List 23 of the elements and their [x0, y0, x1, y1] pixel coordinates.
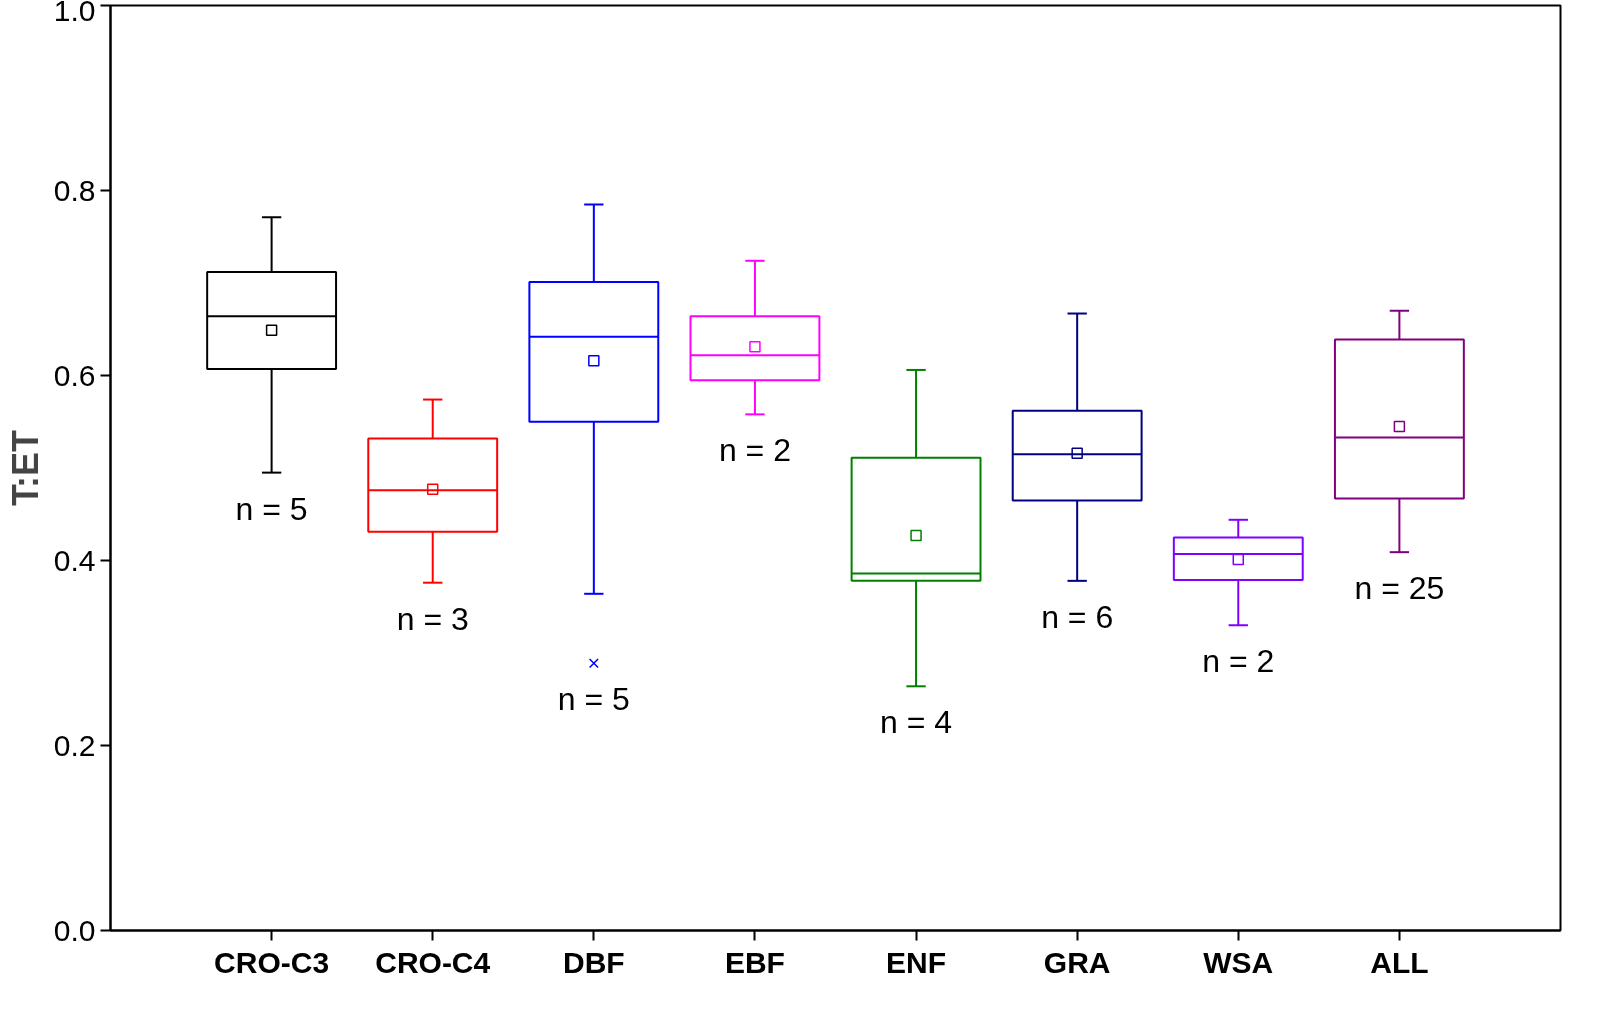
annotation: n = 5 — [557, 681, 630, 718]
y-tick-label: 0.6 — [53, 358, 96, 392]
y-axis-title: T:ET — [4, 430, 46, 506]
x-tick-label: CRO-C3 — [214, 945, 330, 979]
y-tick-label: 1.0 — [53, 0, 96, 27]
annotation: n = 2 — [718, 432, 791, 469]
x-tick-label: WSA — [1203, 945, 1274, 979]
annotation: n = 2 — [1202, 643, 1275, 680]
y-tick-label: 0.2 — [53, 728, 96, 762]
x-tick-label: GRA — [1043, 945, 1111, 979]
y-tick-label: 0.0 — [53, 913, 96, 947]
annotation: n = 25 — [1354, 570, 1445, 607]
x-tick-label: ENF — [886, 945, 947, 979]
x-tick-label: CRO-C4 — [375, 945, 491, 979]
y-tick-label: 0.8 — [53, 173, 96, 207]
y-tick-label: 0.4 — [53, 543, 96, 577]
annotation: n = 4 — [880, 704, 953, 741]
annotation: n = 5 — [235, 490, 308, 527]
x-tick-label: DBF — [563, 945, 625, 979]
annotation: n = 3 — [396, 600, 469, 637]
annotation: n = 6 — [1041, 598, 1114, 635]
x-tick-label: ALL — [1370, 945, 1429, 979]
x-tick-label: EBF — [724, 945, 785, 979]
